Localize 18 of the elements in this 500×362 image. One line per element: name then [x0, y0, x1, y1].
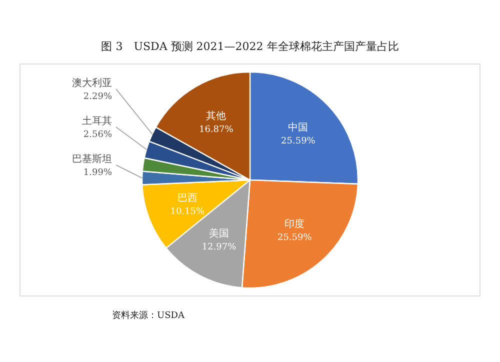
- slice-label: 澳大利亚: [72, 77, 112, 89]
- slice-label: 土耳其: [82, 115, 112, 127]
- slice-label: 美国: [208, 227, 229, 240]
- slice-label: 其他: [206, 110, 226, 122]
- data-label: 1.99%: [83, 168, 112, 178]
- slice-label: 中国: [288, 122, 308, 134]
- data-label: 10.15%: [170, 206, 205, 217]
- data-label: 25.59%: [281, 136, 316, 147]
- slice-label: 印度: [284, 218, 305, 230]
- slice-label: 巴基斯坦: [72, 153, 112, 165]
- data-label: 2.56%: [83, 130, 112, 140]
- data-label: 12.97%: [202, 242, 237, 252]
- data-label: 25.59%: [277, 232, 312, 243]
- data-label: 16.87%: [198, 125, 234, 136]
- slice-label: 巴西: [177, 192, 198, 204]
- data-label: 2.29%: [83, 92, 112, 102]
- text: 资料来源：USDA: [112, 310, 185, 321]
- chart-title: 图 3 USDA 预测 2021—2022 年全球棉花主产国产量占比: [101, 40, 399, 53]
